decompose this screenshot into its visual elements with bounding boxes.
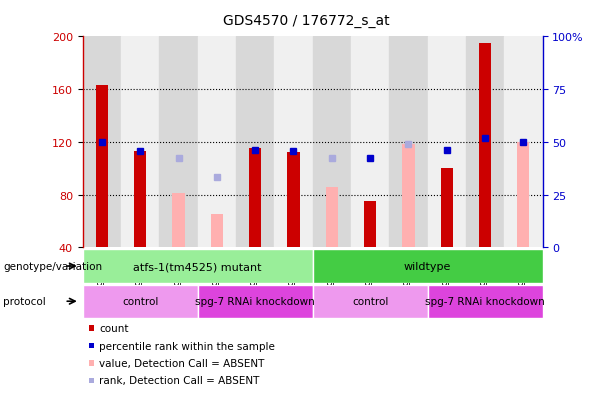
Bar: [389, 37, 428, 248]
Text: spg-7 RNAi knockdown: spg-7 RNAi knockdown: [425, 297, 545, 306]
Bar: [172, 194, 185, 248]
Text: protocol: protocol: [3, 297, 46, 306]
Bar: [211, 215, 223, 248]
Bar: [402, 145, 414, 248]
Bar: [197, 37, 236, 248]
Bar: [236, 37, 275, 248]
Bar: [479, 44, 491, 248]
Bar: [159, 37, 197, 248]
Bar: [121, 37, 159, 248]
Text: value, Detection Call = ABSENT: value, Detection Call = ABSENT: [99, 358, 265, 368]
Text: rank, Detection Call = ABSENT: rank, Detection Call = ABSENT: [99, 375, 260, 385]
Bar: [249, 149, 261, 248]
Text: atfs-1(tm4525) mutant: atfs-1(tm4525) mutant: [134, 261, 262, 271]
Bar: [83, 250, 313, 283]
Text: control: control: [122, 297, 158, 306]
Text: spg-7 RNAi knockdown: spg-7 RNAi knockdown: [196, 297, 315, 306]
Bar: [326, 187, 338, 248]
Bar: [83, 37, 121, 248]
Bar: [466, 37, 504, 248]
Bar: [428, 37, 466, 248]
Bar: [96, 86, 108, 248]
Bar: [134, 152, 147, 248]
Bar: [441, 169, 453, 248]
Bar: [364, 202, 376, 248]
Bar: [313, 285, 428, 318]
Bar: [517, 142, 530, 248]
Bar: [83, 285, 197, 318]
Text: wildtype: wildtype: [404, 261, 451, 271]
Bar: [287, 153, 300, 248]
Text: control: control: [352, 297, 388, 306]
Text: count: count: [99, 323, 129, 333]
Bar: [275, 37, 313, 248]
Bar: [504, 37, 543, 248]
Bar: [313, 37, 351, 248]
Text: GDS4570 / 176772_s_at: GDS4570 / 176772_s_at: [223, 14, 390, 28]
Bar: [428, 285, 543, 318]
Text: percentile rank within the sample: percentile rank within the sample: [99, 341, 275, 351]
Text: genotype/variation: genotype/variation: [3, 261, 102, 271]
Bar: [197, 285, 313, 318]
Bar: [313, 250, 543, 283]
Bar: [351, 37, 389, 248]
